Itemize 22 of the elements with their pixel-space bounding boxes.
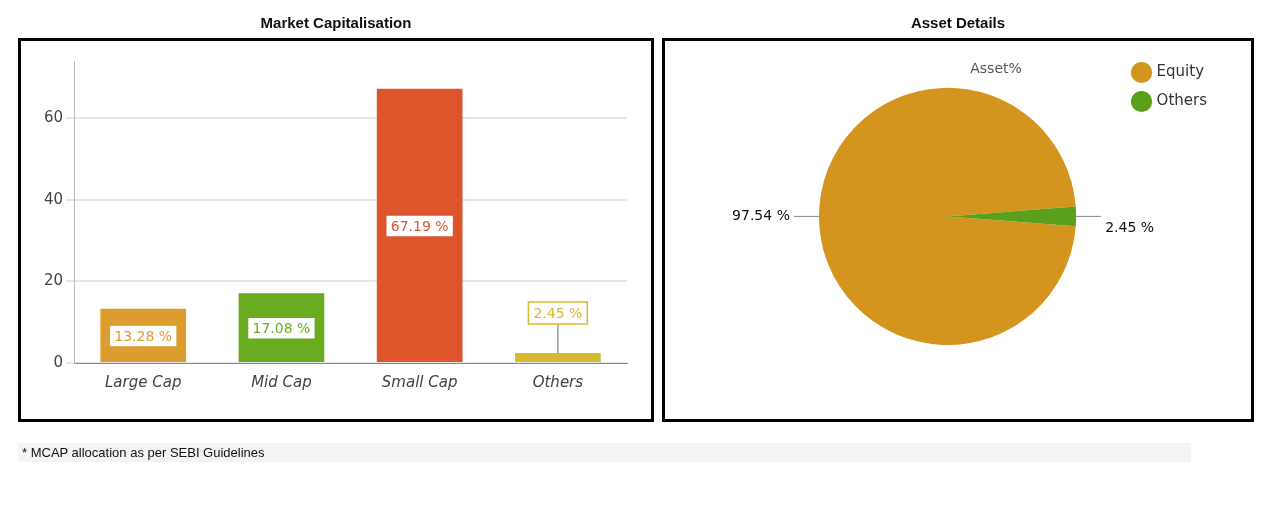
x-tick-label: Small Cap bbox=[381, 372, 458, 391]
data-label: 2.45 % bbox=[1105, 219, 1155, 236]
data-label: 13.28 % bbox=[114, 327, 173, 344]
x-tick-label: Large Cap bbox=[104, 372, 182, 391]
legend-label: Equity bbox=[1156, 62, 1205, 81]
y-tick-label: 60 bbox=[43, 108, 64, 127]
y-tick-label: 0 bbox=[53, 352, 64, 371]
text: * MCAP allocation as per SEBI Guidelines bbox=[18, 443, 1191, 462]
legend-label: Others bbox=[1156, 91, 1208, 110]
data-label: 2.45 % bbox=[533, 304, 583, 321]
data-label: 67.19 % bbox=[390, 217, 449, 234]
bar bbox=[376, 88, 463, 362]
data-label: 97.54 % bbox=[732, 207, 790, 224]
data-label: 17.08 % bbox=[252, 319, 311, 336]
y-tick-label: 20 bbox=[43, 271, 64, 290]
x-tick-label: Others bbox=[532, 372, 584, 391]
chart-title: Market Capitalisation bbox=[259, 13, 413, 33]
x-tick-label: Mid Cap bbox=[251, 372, 312, 391]
bar bbox=[515, 353, 601, 362]
chart-subtitle: Asset% bbox=[970, 60, 1022, 77]
y-tick-label: 40 bbox=[43, 189, 64, 208]
chart-title: Asset Details bbox=[909, 13, 1007, 33]
